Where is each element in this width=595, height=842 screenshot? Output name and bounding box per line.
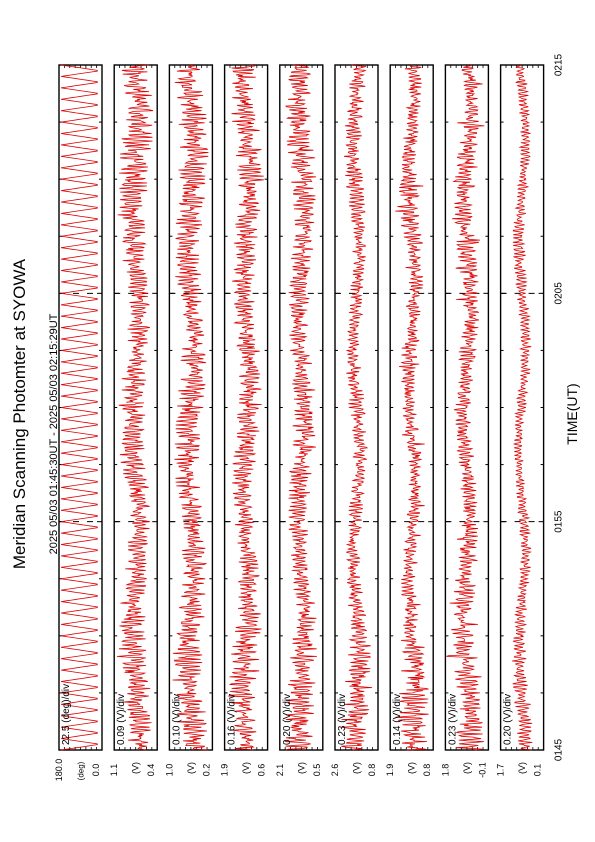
scale-label: 0.23 (V)/div: [337, 694, 348, 745]
unit-label: (V): [407, 762, 417, 774]
y-tick-label-min: 0.8: [367, 764, 377, 777]
unit-label: (deg): [77, 761, 86, 780]
y-tick-label-max: 2.1: [275, 764, 285, 777]
y-tick-label-min: 0.1: [533, 764, 543, 777]
panel-frame: [389, 64, 434, 751]
series-line-ch3: [227, 64, 264, 751]
y-tick-label-min: -0.1: [477, 762, 487, 778]
unit-label: (V): [186, 762, 196, 774]
x-tick-label: 0215: [554, 53, 565, 76]
y-tick-label-max: 1.8: [440, 764, 450, 777]
panel-ch3: 0.6 1.9 (V) 0.16 (V)/div: [220, 64, 269, 777]
series-line-ch6: [395, 64, 429, 751]
y-tick-label-max: 180.0: [54, 759, 64, 782]
scale-label: 22.5 (deg)/div: [61, 684, 72, 745]
scale-label: 0.10 (V)/div: [171, 694, 182, 745]
y-tick-label-min: 0.6: [257, 764, 267, 777]
y-tick-label-max: 2.6: [330, 764, 340, 777]
panel-ch8: 0.1 1.7 (V) 0.20 (V)/div: [496, 64, 545, 777]
series-line-angle: [61, 64, 98, 751]
panel-frame: [168, 64, 214, 751]
panel-angle: 0.0 180.0 (deg) 22.5 (deg)/div: [54, 64, 103, 782]
series-line-ch5: [341, 64, 373, 751]
unit-label: (V): [131, 762, 141, 774]
scale-label: 0.23 (V)/div: [447, 694, 458, 745]
scale-label: 0.14 (V)/div: [392, 694, 403, 745]
x-tick-label: 0205: [554, 282, 565, 305]
series-line-ch2: [172, 64, 209, 751]
y-tick-label-max: 1.1: [109, 764, 119, 777]
series-line-ch1: [116, 64, 154, 751]
unit-label: (V): [462, 762, 472, 774]
unit-label: (V): [517, 762, 527, 774]
y-tick-label-min: 0.5: [312, 764, 322, 777]
y-tick-label-min: 0.0: [91, 764, 101, 777]
series-line-ch4: [284, 64, 317, 751]
panel-ch7: -0.1 1.8 (V) 0.23 (V)/div: [440, 64, 490, 778]
x-axis-label: TIME(UT): [564, 383, 580, 444]
y-tick-label-max: 1.0: [164, 764, 174, 777]
unit-label: (V): [352, 762, 362, 774]
scale-label: 0.20 (V)/div: [282, 694, 293, 745]
panel-ch2: 0.2 1.0 (V) 0.10 (V)/div: [164, 64, 214, 777]
panel-frame: [58, 64, 103, 751]
panel-ch4: 0.5 2.1 (V) 0.20 (V)/div: [275, 64, 324, 777]
series-line-ch8: [512, 64, 533, 751]
panel-ch5: 0.8 2.6 (V) 0.23 (V)/div: [330, 64, 379, 777]
series-line-ch7: [446, 64, 485, 751]
unit-label: (V): [296, 762, 306, 774]
y-tick-label-max: 1.9: [220, 764, 230, 777]
y-tick-label-max: 1.9: [385, 764, 395, 777]
unit-label: (V): [241, 762, 251, 774]
x-tick-label: 0145: [554, 738, 565, 761]
y-tick-label-min: 0.2: [201, 764, 211, 777]
time-range-label: 2025 05/03 01:45:30UT - 2025 05/03 02:15…: [48, 313, 60, 554]
y-tick-label-min: 0.8: [422, 764, 432, 777]
panel-ch6: 0.8 1.9 (V) 0.14 (V)/div: [385, 64, 434, 777]
scale-label: 0.09 (V)/div: [116, 694, 127, 745]
y-tick-label-min: 0.4: [146, 764, 156, 777]
chart-title: Meridian Scanning Photomter at SYOWA: [10, 258, 29, 569]
y-tick-label-max: 1.7: [496, 764, 506, 777]
scale-label: 0.16 (V)/div: [227, 694, 238, 745]
scale-label: 0.20 (V)/div: [503, 694, 514, 745]
panel-ch1: 0.4 1.1 (V) 0.09 (V)/div: [109, 64, 158, 777]
x-tick-label: 0155: [554, 510, 565, 533]
